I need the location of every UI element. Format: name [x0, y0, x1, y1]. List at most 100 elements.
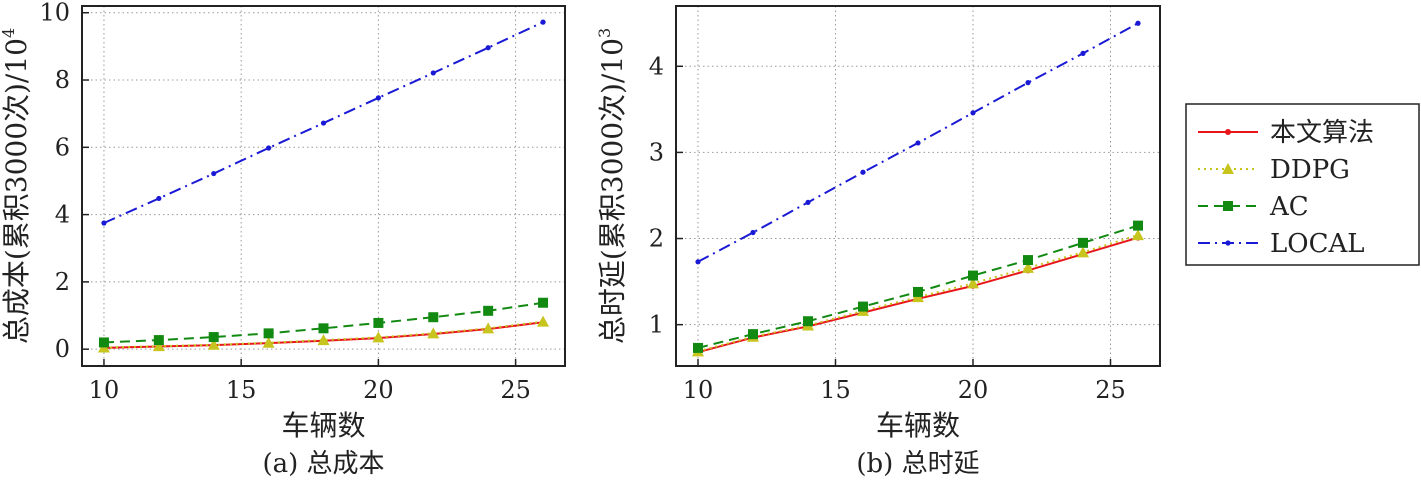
- legend-label: LOCAL: [1270, 229, 1365, 259]
- data-point: [537, 315, 550, 327]
- legend-marker: [1222, 163, 1234, 174]
- series-line: [103, 320, 544, 349]
- data-point: [153, 335, 164, 346]
- data-point: [318, 323, 329, 334]
- data-point: [428, 312, 439, 323]
- x-tick-label: 10: [89, 376, 120, 404]
- x-tick-label: 15: [820, 376, 851, 404]
- data-point: [1022, 261, 1034, 273]
- data-point: [748, 329, 758, 340]
- y-tick-label: 4: [649, 52, 664, 80]
- data-point: [485, 45, 491, 51]
- y-axis-label: 总成本(累积3000次)/104: [0, 28, 33, 344]
- y-tick-label: 2: [55, 268, 70, 296]
- subplot-caption: (a) 总成本: [262, 449, 384, 479]
- data-point: [152, 340, 165, 352]
- legend-box: [1185, 103, 1420, 266]
- data-point: [1023, 255, 1033, 266]
- series-line: [103, 301, 544, 344]
- data-point: [262, 336, 275, 348]
- y-tick-label: 0: [55, 335, 70, 363]
- data-point: [208, 332, 219, 343]
- y-tick-label: 8: [55, 66, 70, 94]
- data-point: [1077, 246, 1089, 258]
- data-point: [98, 337, 109, 348]
- data-point: [266, 145, 272, 151]
- legend-marker: [1223, 201, 1233, 211]
- series-delay-AC: [693, 220, 1143, 353]
- data-point: [970, 110, 976, 116]
- data-point: [317, 334, 330, 346]
- series-cost-AC: [98, 297, 549, 348]
- series-cost-LOCAL: [101, 19, 546, 226]
- data-point: [211, 170, 217, 177]
- data-point: [1132, 229, 1144, 241]
- legend-item-本文算法: 本文算法: [1198, 118, 1374, 148]
- data-point: [207, 338, 220, 350]
- plot-frame: [675, 5, 1161, 367]
- data-point: [803, 316, 813, 327]
- data-point: [373, 317, 384, 328]
- legend-marker: [1225, 240, 1231, 246]
- legend-item-DDPG: DDPG: [1198, 155, 1350, 185]
- data-point: [483, 305, 494, 316]
- y-tick-label: 10: [39, 0, 70, 27]
- data-point: [858, 301, 868, 312]
- data-point: [101, 220, 107, 226]
- subplot-caption: (b) 总时延: [856, 449, 979, 479]
- legend-label: DDPG: [1270, 155, 1350, 185]
- x-tick-label: 20: [363, 376, 394, 404]
- data-point: [1025, 80, 1031, 86]
- y-tick-label: 3: [649, 138, 664, 166]
- series-delay-LOCAL: [695, 20, 1141, 265]
- data-point: [805, 199, 811, 205]
- x-tick-label: 10: [683, 376, 714, 404]
- data-point: [1080, 50, 1086, 56]
- legend-label: 本文算法: [1270, 118, 1374, 148]
- data-point: [156, 195, 162, 202]
- x-tick-label: 25: [500, 376, 531, 404]
- plot-frame: [81, 5, 566, 367]
- x-tick-label: 15: [226, 376, 257, 404]
- legend-item-AC: AC: [1198, 192, 1309, 222]
- y-tick-label: 4: [55, 201, 70, 229]
- data-point: [693, 342, 703, 353]
- data-point: [1133, 220, 1143, 231]
- legend: 本文算法 DDPG AC LOCAL: [1185, 103, 1420, 266]
- legend-item-LOCAL: LOCAL: [1198, 229, 1365, 259]
- data-point: [967, 277, 979, 289]
- data-point: [482, 322, 495, 334]
- series-line: [697, 224, 1139, 349]
- chart-delay: 10 15 20 25 1 2 3 4 车辆数 总时延(累积3000次)/103 (b) 总时延: [595, 5, 1161, 479]
- y-tick-label: 1: [649, 311, 664, 339]
- x-axis-label: 车辆数: [281, 409, 365, 442]
- data-point: [968, 270, 978, 281]
- data-point: [540, 19, 546, 25]
- data-point: [1135, 20, 1141, 26]
- y-tick-label: 2: [649, 225, 664, 253]
- data-point: [1078, 237, 1088, 248]
- data-point: [320, 120, 327, 126]
- data-point: [427, 327, 440, 339]
- data-point: [430, 70, 436, 76]
- data-point: [695, 259, 701, 265]
- x-axis-label: 车辆数: [876, 409, 960, 442]
- data-point: [913, 286, 923, 297]
- legend-label: AC: [1269, 192, 1309, 222]
- series-line: [697, 234, 1139, 353]
- data-point: [375, 95, 381, 101]
- data-point: [750, 229, 756, 236]
- chart-cost: 10 15 20 25 0 2 4 6 8 10 车辆数 总成本(累积3000次)/104 (a) 总成…: [0, 0, 566, 479]
- data-point: [538, 297, 549, 308]
- data-point: [915, 140, 921, 146]
- legend-marker: [1225, 129, 1231, 135]
- x-tick-label: 20: [958, 376, 989, 404]
- data-point: [860, 169, 866, 175]
- data-point: [372, 331, 385, 343]
- data-point: [263, 328, 274, 339]
- x-tick-label: 25: [1095, 376, 1126, 404]
- series-cost-DDPG: [97, 315, 550, 353]
- y-axis-label: 总时延(累积3000次)/103: [595, 28, 629, 344]
- y-tick-label: 6: [55, 133, 70, 161]
